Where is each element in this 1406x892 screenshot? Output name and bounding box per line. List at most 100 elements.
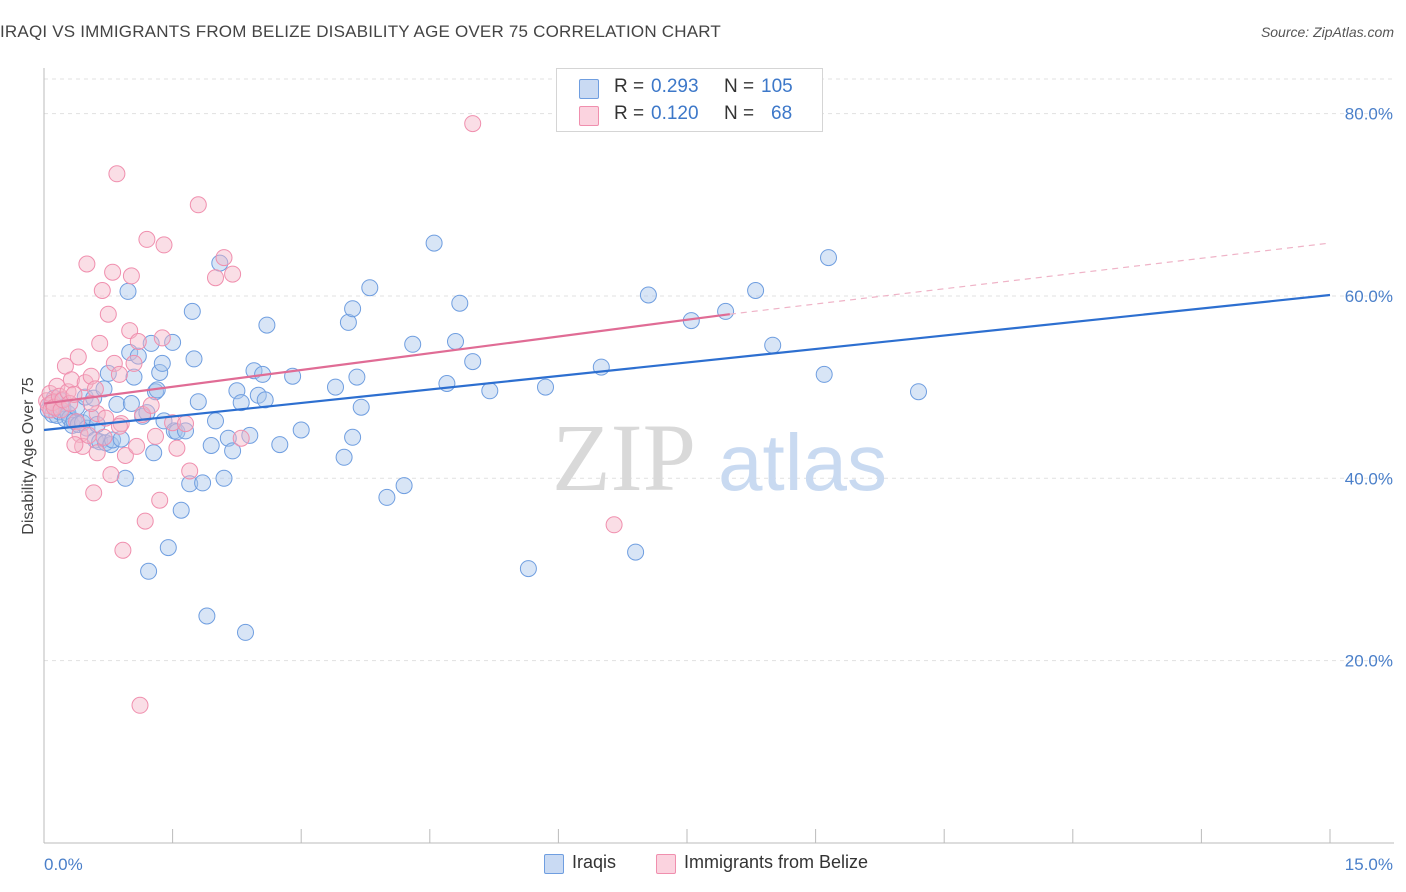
data-point [181, 475, 199, 493]
data-point [145, 444, 163, 462]
data-point [256, 391, 274, 409]
data-point [185, 350, 203, 368]
data-point [639, 286, 657, 304]
data-point [104, 263, 122, 281]
y-tick-label: 20.0% [1345, 652, 1393, 671]
data-point [142, 334, 160, 352]
data-point [128, 437, 146, 455]
y-tick-label: 60.0% [1345, 287, 1393, 306]
data-point [207, 412, 224, 430]
data-point [78, 255, 96, 273]
data-point [164, 333, 182, 351]
data-point [224, 265, 242, 283]
chart-title: IRAQI VS IMMIGRANTS FROM BELIZE DISABILI… [0, 22, 721, 41]
data-point [820, 249, 837, 267]
data-point [344, 428, 362, 446]
data-point [95, 380, 113, 398]
data-point [627, 543, 645, 561]
data-point [292, 421, 310, 439]
legend-n-value: 105 [761, 76, 793, 97]
data-point [108, 165, 126, 183]
data-point [451, 294, 469, 312]
data-point [62, 371, 80, 389]
data-point [99, 305, 117, 323]
data-point [537, 378, 554, 396]
legend-n-value: 68 [771, 103, 793, 124]
y-axis-label: Disability Age Over 75 [20, 377, 37, 535]
data-point [93, 282, 111, 299]
data-point [198, 607, 216, 625]
legend-label-belize: Immigrants from Belize [684, 852, 869, 872]
legend-n-label: N = [724, 76, 755, 97]
legend-r-label: R = [614, 76, 645, 97]
chart-source: Source: ZipAtlas.com [1260, 24, 1394, 40]
data-point [215, 249, 233, 267]
data-point [116, 447, 134, 464]
stats-legend: R = 0.293 N = 105 R = 0.120 N = 68 [556, 68, 823, 132]
data-point [114, 541, 132, 559]
data-point [207, 269, 224, 287]
data-point [352, 398, 370, 416]
legend-swatch-iraqis [579, 79, 599, 99]
data-point [327, 378, 344, 396]
data-point [189, 393, 207, 411]
x-tick-label: 0.0% [44, 855, 83, 874]
data-point [224, 442, 242, 460]
data-point [232, 394, 250, 412]
data-point [339, 313, 357, 331]
data-point [215, 469, 233, 487]
data-point [271, 436, 289, 454]
data-point [815, 365, 833, 383]
data-point [80, 426, 98, 444]
data-point [131, 696, 149, 714]
data-point [138, 230, 156, 248]
data-point [232, 429, 250, 447]
data-point [125, 368, 143, 386]
data-point [119, 282, 137, 300]
data-point [348, 368, 366, 386]
data-point [147, 427, 164, 445]
data-point [95, 428, 113, 446]
data-point [142, 396, 160, 414]
y-tick-labels: 20.0% 40.0% 60.0% 80.0% [1345, 105, 1393, 671]
data-point [910, 383, 927, 401]
data-point [183, 302, 201, 320]
data-point [91, 334, 109, 352]
data-point [129, 333, 147, 350]
data-point [447, 333, 464, 350]
data-point [219, 429, 237, 447]
data-point [82, 395, 100, 412]
data-point [181, 462, 199, 480]
data-point [136, 512, 154, 530]
data-point [164, 414, 182, 432]
watermark-atlas: atlas [718, 418, 887, 507]
data-point [140, 562, 158, 580]
series-belize-points [38, 115, 623, 714]
data-point [153, 354, 171, 372]
data-point [110, 365, 128, 383]
data-point [153, 329, 171, 347]
data-point [172, 501, 190, 519]
y-tick-label: 40.0% [1345, 469, 1393, 488]
legend-swatch-belize [579, 106, 599, 126]
trend-lines [43, 242, 1331, 432]
legend-r-label: R = [614, 103, 645, 124]
data-point [361, 279, 379, 297]
data-point [122, 395, 140, 412]
legend-swatch-belize [656, 854, 676, 874]
data-point [194, 474, 212, 492]
trend-line-extension [729, 242, 1331, 315]
data-point [519, 560, 537, 578]
watermark-zip: ZIP [552, 404, 696, 511]
data-point [88, 405, 106, 423]
data-point [464, 353, 482, 371]
data-point [151, 491, 169, 509]
data-point [88, 444, 106, 462]
legend-r-value: 0.293 [651, 76, 699, 97]
data-point [116, 469, 134, 487]
data-point [481, 382, 499, 400]
data-point [202, 437, 220, 454]
axes [43, 68, 1394, 844]
data-point [335, 448, 353, 466]
